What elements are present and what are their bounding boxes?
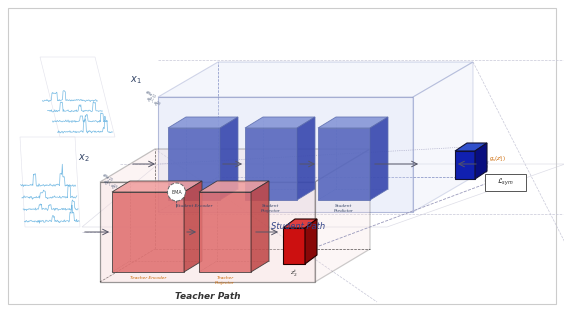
- Polygon shape: [251, 181, 269, 272]
- Polygon shape: [297, 117, 315, 200]
- Text: EMA: EMA: [171, 189, 182, 194]
- Polygon shape: [100, 182, 315, 282]
- Polygon shape: [8, 8, 556, 304]
- Text: $g_s(z_1^s)$: $g_s(z_1^s)$: [489, 154, 506, 164]
- Polygon shape: [199, 192, 251, 272]
- FancyBboxPatch shape: [484, 173, 526, 191]
- Polygon shape: [158, 97, 413, 212]
- Text: $z_2^t$: $z_2^t$: [290, 269, 298, 280]
- Text: Student Encoder: Student Encoder: [176, 204, 212, 208]
- Text: $x_1$: $x_1$: [130, 74, 142, 86]
- Circle shape: [168, 183, 186, 201]
- Polygon shape: [184, 181, 202, 272]
- Text: Student
Predictor: Student Predictor: [334, 204, 354, 212]
- Polygon shape: [455, 143, 487, 151]
- Text: Teacher Path: Teacher Path: [175, 292, 240, 301]
- Polygon shape: [245, 117, 315, 128]
- Text: Teacher
Projector: Teacher Projector: [215, 276, 235, 285]
- Polygon shape: [40, 57, 115, 137]
- Polygon shape: [112, 181, 202, 192]
- Text: Student
Projector: Student Projector: [261, 204, 281, 212]
- Polygon shape: [370, 117, 388, 200]
- Polygon shape: [199, 181, 269, 192]
- Polygon shape: [168, 117, 238, 128]
- Text: $\mathcal{L}_{sym}$: $\mathcal{L}_{sym}$: [497, 176, 513, 188]
- Polygon shape: [245, 128, 297, 200]
- Polygon shape: [168, 128, 220, 200]
- Text: Teacher Encoder: Teacher Encoder: [130, 276, 166, 280]
- Polygon shape: [100, 149, 370, 182]
- Polygon shape: [283, 219, 317, 228]
- Polygon shape: [305, 219, 317, 264]
- Text: $\tilde{x}_2^{(1)}, \tilde{x}_2^{(2)}$: $\tilde{x}_2^{(1)}, \tilde{x}_2^{(2)}$: [100, 177, 120, 194]
- Polygon shape: [455, 151, 475, 179]
- Text: $f_\theta(x_2)$: $f_\theta(x_2)$: [100, 172, 114, 185]
- Polygon shape: [283, 228, 305, 264]
- Polygon shape: [220, 117, 238, 200]
- Polygon shape: [318, 128, 370, 200]
- Polygon shape: [20, 137, 80, 227]
- Text: $x_2$: $x_2$: [78, 152, 90, 164]
- Polygon shape: [315, 149, 370, 282]
- Polygon shape: [475, 143, 487, 179]
- Polygon shape: [413, 62, 473, 212]
- Text: $\tilde{x}_1^{(1)}, \tilde{x}_1^{(2)}$: $\tilde{x}_1^{(1)}, \tilde{x}_1^{(2)}$: [143, 94, 162, 111]
- Text: Student Path: Student Path: [271, 222, 325, 231]
- Text: $f_\theta(x_1)$: $f_\theta(x_1)$: [143, 89, 158, 102]
- Polygon shape: [158, 62, 473, 97]
- Polygon shape: [112, 192, 184, 272]
- Polygon shape: [318, 117, 388, 128]
